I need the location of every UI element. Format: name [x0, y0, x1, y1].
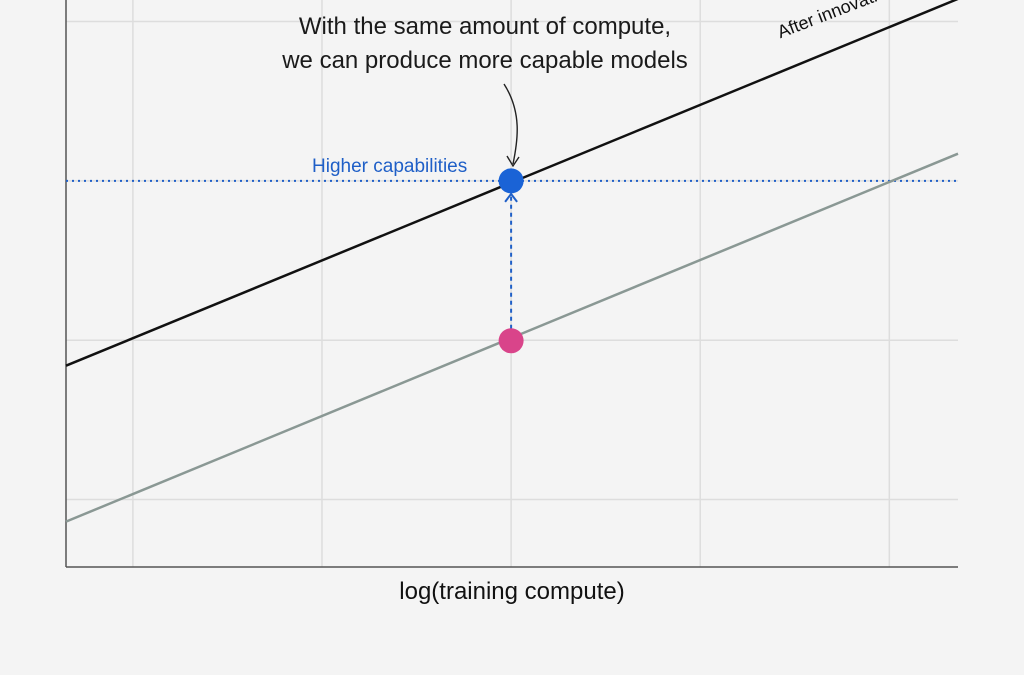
annotation: With the same amount of compute, we can …	[200, 10, 770, 78]
annotation-pointer	[503, 83, 518, 165]
annotation-pointer-head-icon	[506, 155, 520, 168]
arrowhead-icon	[504, 192, 518, 203]
higher-capabilities-point	[498, 168, 524, 194]
baseline-point	[498, 328, 524, 354]
x-axis-label: log(training compute)	[399, 578, 625, 605]
annotation-line-1: With the same amount of compute,	[298, 13, 672, 40]
higher-capabilities-label: Higher capabilities	[312, 156, 468, 177]
annotation-line-2: we can produce more capable models	[282, 47, 688, 74]
